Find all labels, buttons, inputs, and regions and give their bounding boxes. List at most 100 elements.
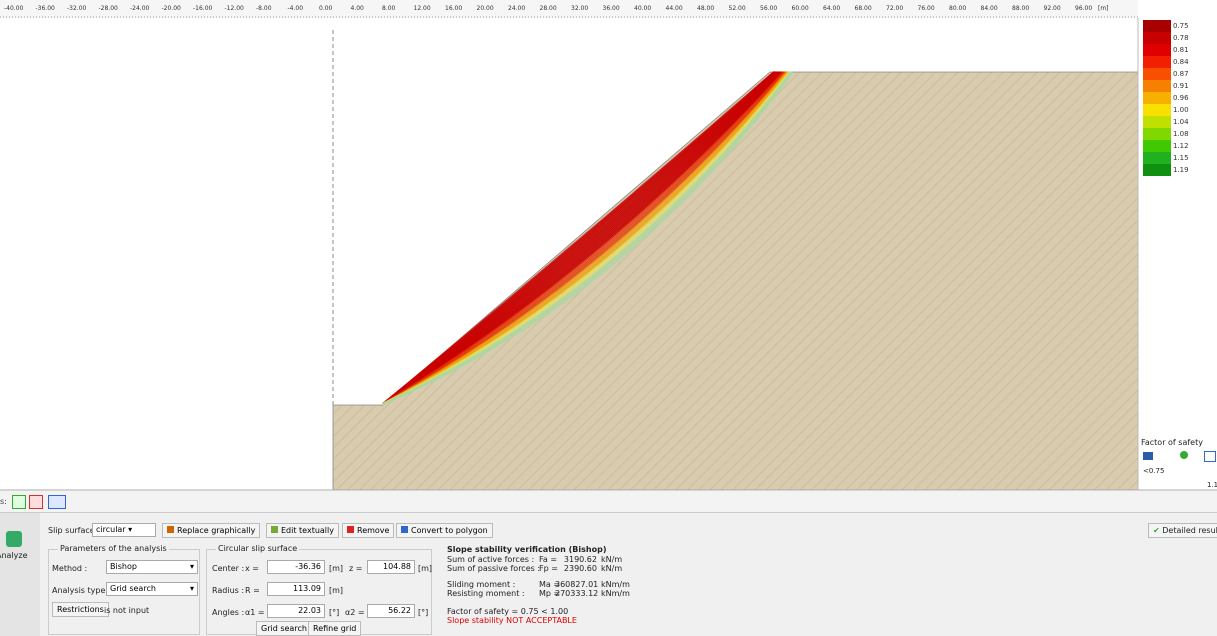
legend-row: 1.19: [1143, 164, 1217, 176]
slip-surface: [382, 71, 794, 406]
button-label: Convert to polygon: [411, 526, 488, 535]
result-symbol: Mp =: [539, 589, 561, 598]
legend-max: 1.15: [1207, 481, 1217, 489]
ruler-label: 84.00: [981, 5, 998, 12]
result-unit: kNm/m: [601, 580, 630, 589]
legend-row: 0.81: [1143, 44, 1217, 56]
field-label: Center :: [212, 564, 245, 573]
legend-title: Factor of safety: [1141, 438, 1203, 447]
legend-label: 1.04: [1173, 118, 1189, 126]
ruler-label: 48.00: [697, 5, 714, 12]
legend-label: 0.81: [1173, 46, 1189, 54]
unit: [m]: [329, 586, 344, 595]
angle1-input[interactable]: 22.03: [267, 604, 325, 618]
select-value: circular: [96, 525, 126, 534]
field-label: x =: [245, 564, 259, 573]
legend-swatch: [1143, 116, 1171, 128]
ruler-label: 68.00: [855, 5, 872, 12]
center-z-input[interactable]: 104.88: [367, 560, 415, 574]
legend-min: <0.75: [1143, 467, 1165, 475]
slip-surfaces: [382, 71, 794, 406]
ruler-label: 60.00: [792, 5, 809, 12]
ruler-label: 40.00: [634, 5, 651, 12]
unit: [m]: [418, 564, 433, 573]
result-unit: kN/m: [601, 564, 623, 573]
ruler-label: -36.00: [36, 5, 56, 12]
icon: [401, 526, 408, 533]
action-button[interactable]: Replace graphically: [162, 523, 261, 538]
ruler-label: -20.00: [162, 5, 182, 12]
legend-label: 1.15: [1173, 154, 1189, 162]
angle2-input[interactable]: 56.22: [367, 604, 415, 618]
group-title: Circular slip surface: [216, 544, 300, 553]
legend-label: 0.91: [1173, 82, 1189, 90]
result-symbol: Ma =: [539, 580, 561, 589]
result-label: Sum of passive forces :: [447, 564, 541, 573]
verdict: Slope stability NOT ACCEPTABLE: [447, 616, 577, 625]
zoom-out-button[interactable]: [29, 495, 43, 509]
slip-surface-select[interactable]: circular ▾: [92, 523, 156, 537]
result-unit: kNm/m: [601, 589, 630, 598]
field-label: α2 =: [345, 608, 365, 617]
ruler-label: 28.00: [540, 5, 557, 12]
result-symbol: Fp =: [539, 564, 558, 573]
ruler-label: 16.00: [445, 5, 462, 12]
action-button[interactable]: Remove: [342, 523, 395, 538]
ruler-label: 8.00: [382, 5, 396, 12]
legend-swatch: [1143, 20, 1171, 32]
detailed-results-button[interactable]: ✔ Detailed results: [1148, 523, 1217, 538]
legend-swatch: [1143, 128, 1171, 140]
legend-row: 1.08: [1143, 128, 1217, 140]
analysis-type-select[interactable]: Grid search ▾: [106, 582, 198, 596]
legend-row: 1.00: [1143, 104, 1217, 116]
drawing-canvas: -40.00 -36.00 -32.00 -28.00 -24.00 -20.00 -16.…: [0, 0, 1217, 491]
analyze-label: Analyze: [0, 551, 28, 560]
ruler-label: -4.00: [288, 5, 304, 12]
ruler-label: 56.00: [760, 5, 777, 12]
ruler-label: 32.00: [571, 5, 588, 12]
legend-swatch: [1143, 44, 1171, 56]
ruler: [0, 0, 1138, 18]
analyze-pane[interactable]: Analyze: [0, 513, 40, 636]
icon: ✔: [1153, 526, 1163, 535]
result-value: 3190.62: [563, 555, 597, 564]
ruler-label: -24.00: [130, 5, 150, 12]
ruler-label: 52.00: [729, 5, 746, 12]
ruler-label: 0.00: [319, 5, 333, 12]
legend-swatch: [1143, 104, 1171, 116]
action-button[interactable]: Edit textually: [266, 523, 339, 538]
field-label: R =: [245, 586, 260, 595]
restrictions-button[interactable]: Restrictions: [52, 602, 109, 617]
tool-icon[interactable]: [1180, 451, 1188, 459]
ruler-label: 24.00: [508, 5, 525, 12]
result-label: Resisting moment :: [447, 589, 525, 598]
refine-grid-button[interactable]: Refine grid: [308, 621, 362, 636]
legend-row: 1.15: [1143, 152, 1217, 164]
button-label: Replace graphically: [177, 526, 256, 535]
legend-label: 0.84: [1173, 58, 1189, 66]
result-value: 2390.60: [563, 564, 597, 573]
ruler-label: -32.00: [67, 5, 87, 12]
legend-label: 1.08: [1173, 130, 1189, 138]
center-x-input[interactable]: -36.36: [267, 560, 325, 574]
tool-icon[interactable]: [1143, 452, 1153, 460]
results-title: Slope stability verification (Bishop): [447, 545, 607, 554]
ruler-label: -8.00: [256, 5, 272, 12]
fit-button[interactable]: [48, 495, 66, 509]
icon: [347, 526, 354, 533]
button-label: Remove: [357, 526, 390, 535]
legend-label: 0.96: [1173, 94, 1189, 102]
action-button[interactable]: Convert to polygon: [396, 523, 493, 538]
ruler-label: -16.00: [193, 5, 213, 12]
bottom-panel: Analyze Slip surface : circular ▾ Replac…: [0, 513, 1217, 636]
ruler-unit: [m]: [1098, 5, 1109, 12]
tool-icon[interactable]: [1204, 451, 1216, 462]
view-toolbar: s:: [0, 491, 1217, 513]
method-select[interactable]: Bishop ▾: [106, 560, 198, 574]
zoom-in-button[interactable]: [12, 495, 26, 509]
grid-search-button[interactable]: Grid search: [256, 621, 312, 636]
legend-swatch: [1143, 56, 1171, 68]
factor-of-safety: Factor of safety = 0.75 < 1.00: [447, 607, 569, 616]
radius-input[interactable]: 113.09: [267, 582, 325, 596]
